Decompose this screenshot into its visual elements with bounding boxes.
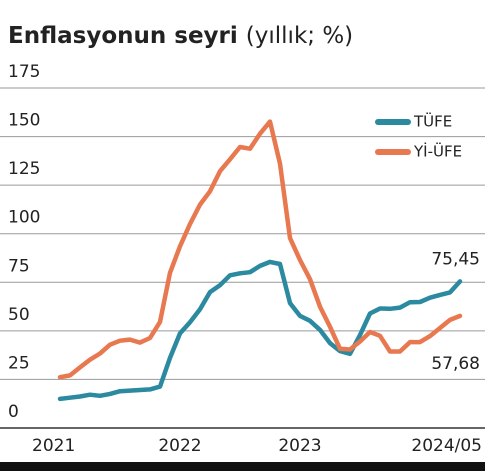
legend-label: TÜFE <box>413 112 452 131</box>
y-tick-label: 0 <box>8 402 19 422</box>
title: Enflasyonun seyri <box>8 23 238 49</box>
line-series <box>57 259 463 402</box>
y-tick-label: 50 <box>8 305 30 325</box>
x-tick-label: 2021 <box>32 436 75 456</box>
y-tick-label: 75 <box>8 256 30 276</box>
chart-title: Enflasyonun seyri (yıllık; %) <box>8 23 353 49</box>
y-tick-label: 100 <box>8 208 40 228</box>
subtitle: (yıllık; %) <box>246 23 353 49</box>
value-label: 75,45 <box>431 249 480 269</box>
legend-label: Yİ-ÜFE <box>413 142 462 161</box>
line-series <box>57 119 463 380</box>
x-tick-label: 2024/05 <box>411 436 482 456</box>
x-tick-label: 2023 <box>278 436 321 456</box>
y-tick-label: 125 <box>8 159 40 179</box>
y-tick-label: 150 <box>8 111 40 131</box>
x-tick-label: 2022 <box>158 436 201 456</box>
y-tick-label: 175 <box>8 62 40 82</box>
footer-bar <box>0 462 485 471</box>
y-tick-label: 25 <box>8 353 30 373</box>
value-label: 57,68 <box>431 354 480 374</box>
